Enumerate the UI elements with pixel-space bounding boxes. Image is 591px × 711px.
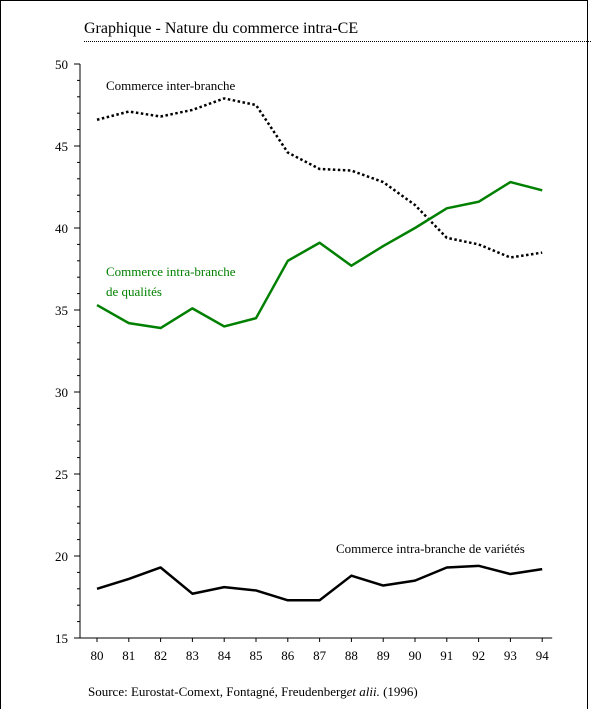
x-tick-label: 85 — [250, 648, 263, 663]
series-line-1 — [96, 97, 543, 259]
series-label-2: Commerce intra-branche — [106, 264, 236, 279]
x-tick-label: 91 — [440, 648, 453, 663]
y-tick-label: 25 — [55, 467, 68, 482]
x-tick-label: 88 — [345, 648, 358, 663]
x-tick-label: 94 — [536, 648, 550, 663]
title-underline — [84, 41, 591, 42]
x-tick-label: 81 — [122, 648, 135, 663]
source-note: Source: Eurostat-Comext, Fontagné, Freud… — [88, 684, 418, 700]
y-tick-label: 50 — [55, 57, 68, 72]
source-italic: et alii. — [346, 684, 380, 699]
x-tick-label: 84 — [218, 648, 232, 663]
y-tick-label: 35 — [55, 303, 68, 318]
series-label-2: de qualités — [106, 284, 162, 299]
series-line-2 — [96, 180, 543, 330]
x-tick-label: 87 — [313, 648, 327, 663]
y-tick-label: 40 — [55, 221, 68, 236]
y-tick-label: 20 — [55, 549, 68, 564]
x-tick-label: 80 — [91, 648, 104, 663]
x-tick-label: 86 — [281, 648, 295, 663]
x-tick-label: 89 — [377, 648, 390, 663]
series-label-3: Commerce intra-branche de variétés — [336, 541, 525, 556]
x-tick-label: 93 — [504, 648, 517, 663]
x-tick-label: 92 — [472, 648, 485, 663]
x-tick-label: 83 — [186, 648, 199, 663]
y-tick-label: 15 — [55, 631, 68, 646]
x-tick-label: 82 — [154, 648, 167, 663]
chart-title: Graphique - Nature du commerce intra-CE — [84, 20, 359, 37]
x-tick-label: 90 — [409, 648, 422, 663]
y-tick-label: 45 — [55, 139, 68, 154]
series-line-3 — [96, 564, 543, 602]
source-text: Source: Eurostat-Comext, Fontagné, Freud… — [88, 684, 347, 699]
series-label-1: Commerce inter-branche — [106, 78, 236, 93]
y-tick-label: 30 — [55, 385, 68, 400]
source-year: (1996) — [379, 684, 418, 699]
